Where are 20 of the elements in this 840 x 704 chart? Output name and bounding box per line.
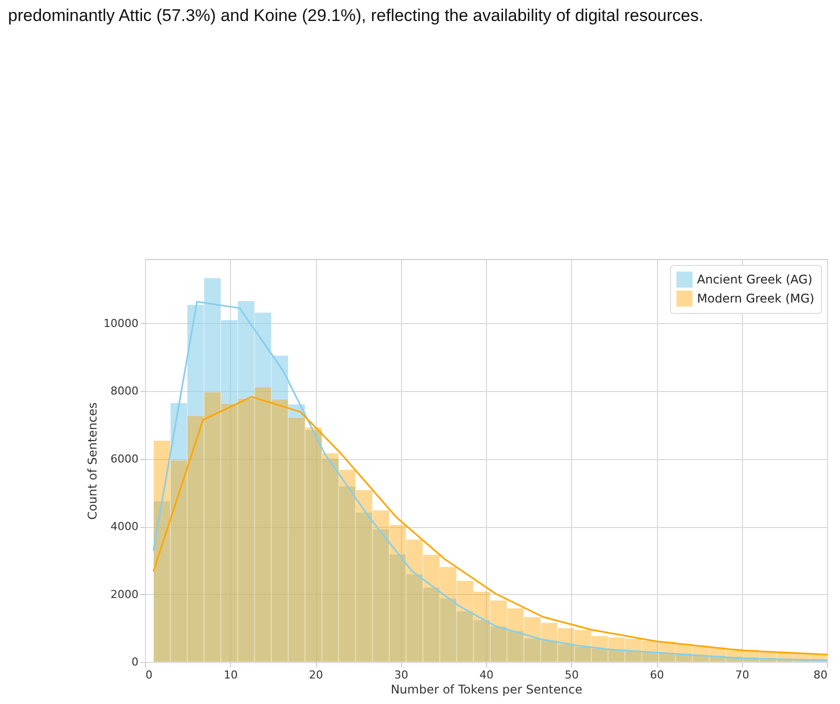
y-tick-label: 2000 [110,588,138,601]
y-tick-label: 6000 [110,452,138,466]
x-axis-title: Number of Tokens per Sentence [390,682,582,696]
x-tick-label: 20 [309,668,323,682]
x-tick-label: 80 [814,668,828,682]
x-tick-label: 60 [650,668,664,682]
x-tick-label: 40 [480,668,494,682]
y-tick-label: 4000 [110,520,138,534]
y-tick-label: 0 [132,656,138,668]
x-tick-label: 30 [394,668,408,682]
y-tick-label: 10000 [104,316,138,330]
x-tick-label: 0 [146,668,152,682]
x-tick-label: 50 [564,668,579,682]
x-tick-label: 10 [224,668,238,682]
y-tick-label: 8000 [110,384,138,398]
text: predominantly Attic (57.3%) and Koine (29.1%), reflecting the availability of digital resources. [8,6,704,26]
y-axis-title: Count of Sentences [86,402,100,520]
x-tick-label: 70 [735,668,750,682]
legend-label: Modern Greek (MG) [697,292,814,306]
legend-label: Ancient Greek (AG) [697,272,812,286]
